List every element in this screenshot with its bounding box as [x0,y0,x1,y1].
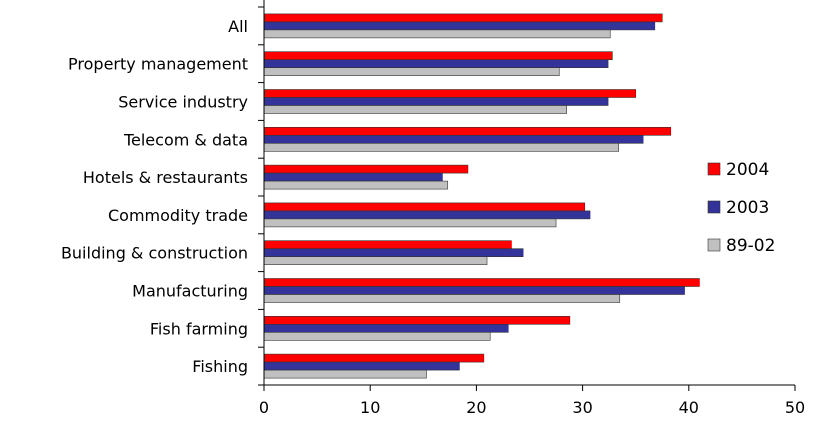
x-tick-label: 10 [360,398,380,417]
bar-89-02-1 [263,67,560,76]
bar-89-02-6 [263,256,488,266]
bar-89-02-4 [263,180,449,190]
bar-2004-9 [263,353,485,363]
category-label: All [228,17,248,36]
category-label: Fishing [192,357,248,376]
bar-89-02-3 [263,143,620,152]
bar-2003-4 [263,172,443,182]
legend-swatch-2003 [707,200,721,214]
bar-89-02-9 [263,369,427,379]
bar-89-02-8 [263,331,491,341]
category-label: Service industry [118,93,248,112]
bar-2003-5 [263,210,591,220]
bar-2004-0 [263,13,663,23]
bar-89-02-0 [263,29,611,39]
bars-group [263,13,700,379]
x-tick-label: 0 [259,398,269,417]
bar-2003-6 [263,248,524,257]
bar-2004-5 [263,202,586,212]
legend-swatch-2004 [707,162,721,176]
legend: 2004 2003 89-02 [707,160,775,256]
bar-2004-7 [263,278,700,287]
x-tick-label: 40 [679,398,699,417]
bar-2003-0 [263,21,656,31]
x-tick-label: 50 [785,398,805,417]
bar-2003-8 [263,323,509,333]
category-label: Hotels & restaurants [83,168,248,187]
category-label: Fish farming [150,319,248,338]
bar-2003-9 [263,361,460,371]
category-label: Building & construction [61,244,248,263]
bar-2003-3 [263,135,644,144]
category-label: Commodity trade [108,206,248,225]
category-label: Property management [68,55,248,74]
bar-89-02-5 [263,218,557,228]
bar-2004-1 [263,51,613,61]
legend-label-2003: 2003 [726,198,769,218]
category-label: Telecom & data [123,130,248,149]
legend-label-2004: 2004 [726,160,769,180]
bar-2004-4 [263,164,469,174]
x-tick-label: 30 [572,398,592,417]
bar-2003-1 [263,59,609,69]
bar-2004-2 [263,89,637,98]
bar-2003-2 [263,97,609,106]
bar-89-02-2 [263,105,567,114]
legend-swatch-89-02 [707,238,721,252]
legend-label-89-02: 89-02 [726,236,775,256]
bar-2004-8 [263,315,571,325]
bar-2004-3 [263,127,672,136]
bar-2004-6 [263,240,512,249]
axes-group: All Property management Service industry Te… [61,0,805,417]
x-tick-label: 20 [466,398,486,417]
bar-2003-7 [263,286,685,295]
bar-89-02-7 [263,294,621,303]
category-label: Manufacturing [132,282,248,301]
